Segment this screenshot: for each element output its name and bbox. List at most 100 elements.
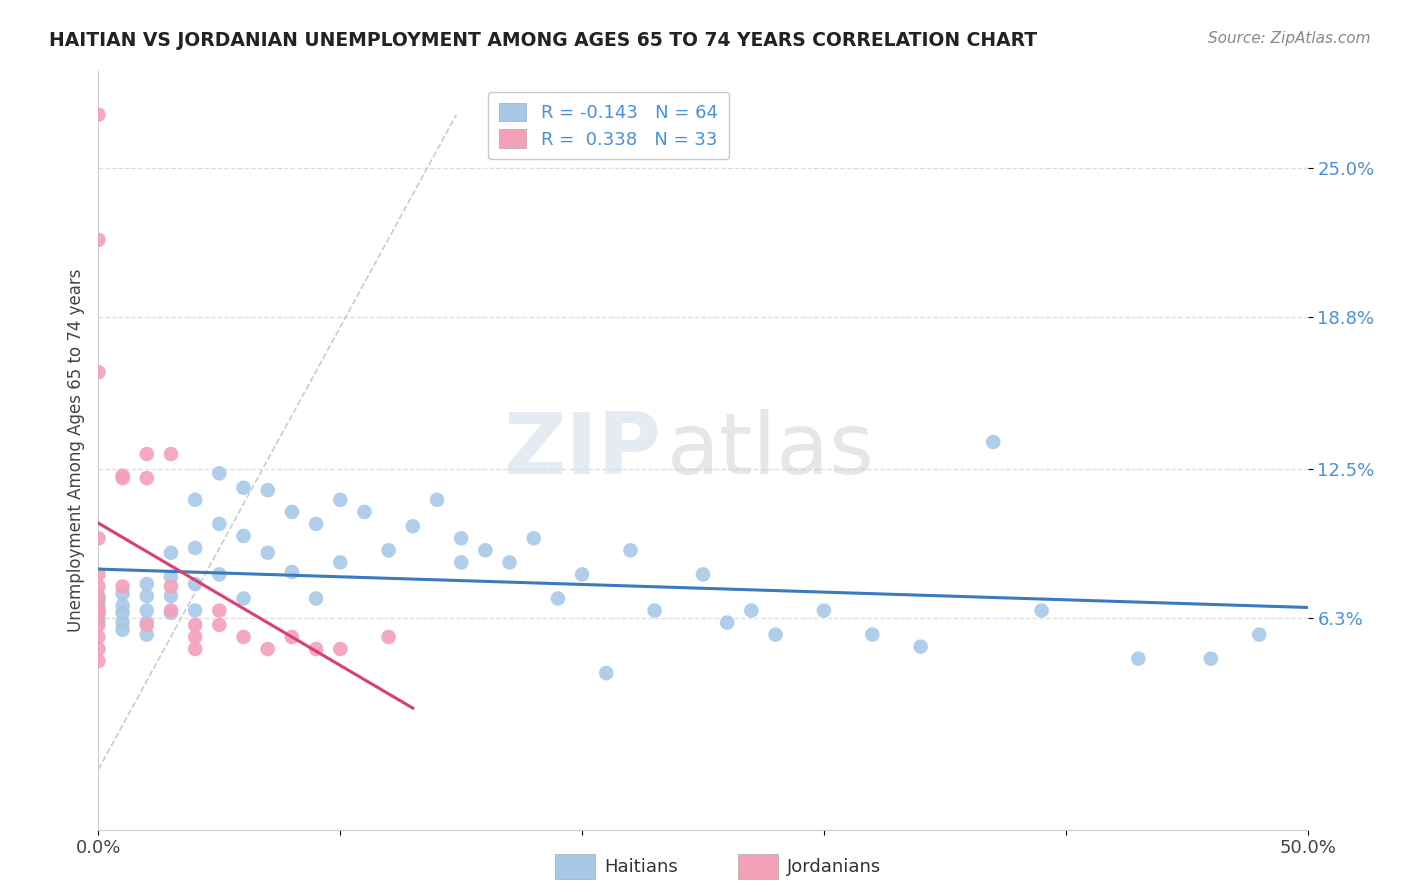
Point: [87, 599, 110, 613]
Point: [498, 555, 520, 569]
Point: [208, 567, 231, 582]
Point: [184, 630, 207, 644]
Point: [111, 579, 134, 593]
Point: [184, 541, 207, 555]
Point: [547, 591, 569, 606]
Point: [160, 606, 183, 620]
Point: [87, 567, 110, 582]
Point: [329, 642, 352, 657]
Point: [135, 618, 157, 632]
Point: [981, 435, 1004, 450]
Text: Haitians: Haitians: [605, 858, 678, 876]
Point: [692, 567, 714, 582]
Point: [87, 531, 110, 545]
Point: [160, 579, 183, 593]
Point: [208, 603, 231, 617]
Point: [87, 594, 110, 608]
Point: [208, 467, 231, 481]
Point: [281, 505, 304, 519]
Point: [111, 599, 134, 613]
Point: [87, 233, 110, 247]
Point: [111, 623, 134, 637]
Point: [87, 642, 110, 657]
Point: [377, 543, 399, 558]
Point: [232, 529, 254, 543]
Point: [740, 603, 762, 617]
Point: [256, 483, 278, 498]
Point: [1031, 603, 1053, 617]
Point: [1128, 651, 1150, 665]
Text: Jordanians: Jordanians: [787, 858, 882, 876]
Point: [111, 587, 134, 601]
Point: [87, 579, 110, 593]
Point: [87, 108, 110, 122]
Point: [595, 666, 617, 681]
Point: [160, 603, 183, 617]
Point: [160, 447, 183, 461]
Text: Source: ZipAtlas.com: Source: ZipAtlas.com: [1208, 31, 1371, 46]
Point: [329, 492, 352, 507]
Point: [135, 603, 157, 617]
Text: ZIP: ZIP: [503, 409, 661, 492]
Point: [87, 608, 110, 623]
Point: [910, 640, 932, 654]
Point: [135, 589, 157, 603]
Point: [184, 642, 207, 657]
Point: [160, 546, 183, 560]
Point: [208, 516, 231, 531]
Point: [377, 630, 399, 644]
Point: [232, 481, 254, 495]
Point: [644, 603, 666, 617]
Point: [329, 555, 352, 569]
Point: [402, 519, 425, 533]
Y-axis label: Unemployment Among Ages 65 to 74 years: Unemployment Among Ages 65 to 74 years: [66, 268, 84, 632]
Point: [450, 531, 472, 545]
Point: [111, 468, 134, 483]
Point: [135, 615, 157, 630]
Point: [208, 618, 231, 632]
Point: [619, 543, 641, 558]
Point: [523, 531, 546, 545]
Point: [160, 589, 183, 603]
Point: [1249, 627, 1271, 641]
Point: [87, 630, 110, 644]
Point: [111, 471, 134, 485]
Point: [305, 516, 328, 531]
Point: [135, 447, 157, 461]
Point: [281, 630, 304, 644]
Point: [160, 570, 183, 584]
Point: [135, 471, 157, 485]
Point: [87, 589, 110, 603]
Point: [1199, 651, 1222, 665]
Point: [232, 591, 254, 606]
Point: [111, 606, 134, 620]
Point: [765, 627, 787, 641]
Point: [450, 555, 472, 569]
Legend: R = -0.143   N = 64, R =  0.338   N = 33: R = -0.143 N = 64, R = 0.338 N = 33: [488, 92, 728, 160]
Point: [135, 627, 157, 641]
Point: [571, 567, 593, 582]
Point: [305, 591, 328, 606]
Point: [184, 577, 207, 591]
Point: [474, 543, 496, 558]
Point: [87, 603, 110, 617]
Point: [87, 606, 110, 620]
Point: [716, 615, 738, 630]
Point: [111, 615, 134, 630]
Point: [87, 654, 110, 668]
Text: HAITIAN VS JORDANIAN UNEMPLOYMENT AMONG AGES 65 TO 74 YEARS CORRELATION CHART: HAITIAN VS JORDANIAN UNEMPLOYMENT AMONG …: [49, 31, 1038, 50]
Point: [184, 603, 207, 617]
Point: [860, 627, 883, 641]
Point: [256, 546, 278, 560]
Point: [87, 365, 110, 379]
Point: [184, 492, 207, 507]
Point: [426, 492, 449, 507]
Point: [305, 642, 328, 657]
Point: [281, 565, 304, 579]
Point: [87, 613, 110, 627]
Point: [135, 577, 157, 591]
Point: [87, 591, 110, 606]
Point: [813, 603, 835, 617]
Text: atlas: atlas: [666, 409, 875, 492]
Point: [232, 630, 254, 644]
